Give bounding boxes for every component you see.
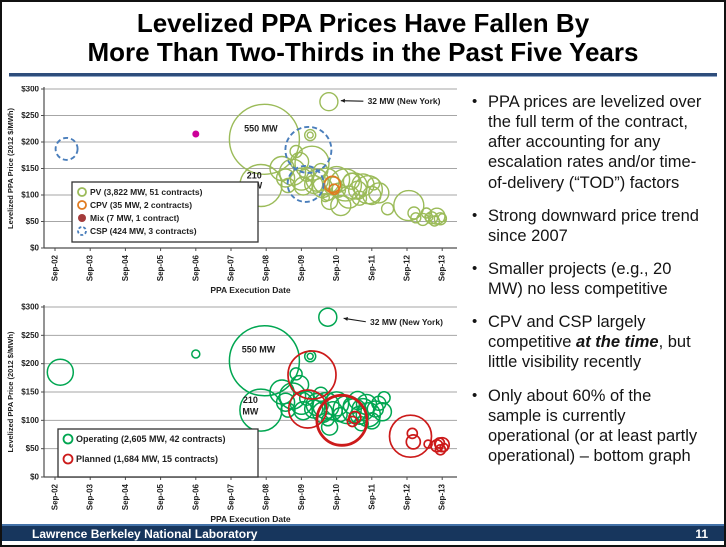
legend-label: Operating (2,605 MW, 42 contracts): [76, 434, 226, 444]
svg-text:Sep-03: Sep-03: [86, 254, 95, 281]
svg-text:$50: $50: [26, 444, 40, 453]
y-tick-labels: $0 $50 $100 $150 $200 $250 $300: [21, 303, 39, 482]
svg-text:Sep-06: Sep-06: [191, 483, 200, 510]
bullet-marker: •: [472, 93, 478, 110]
footer-page-number: 11: [695, 526, 708, 541]
footer-org: Lawrence Berkeley National Laboratory: [32, 526, 258, 541]
x-tick-labels: Sep-02 Sep-03 Sep-04 Sep-05 Sep-06 Sep-07 Sep-…: [51, 254, 447, 281]
svg-text:$0: $0: [30, 473, 39, 482]
series-Operating: [46, 307, 393, 436]
bullet-marker: •: [472, 206, 478, 224]
y-tick-labels: $0 $50 $100 $150 $200 $250 $300: [21, 86, 39, 253]
title-divider: [9, 72, 717, 77]
annotation-arrowhead: [340, 98, 345, 103]
bullet-item: • Only about 60% of the sample is current…: [472, 386, 714, 467]
bullet-text-emphasis: at the time: [576, 333, 659, 352]
svg-text:Sep-09: Sep-09: [297, 483, 306, 510]
svg-text:Sep-09: Sep-09: [297, 254, 306, 281]
svg-text:Sep-02: Sep-02: [51, 254, 60, 281]
svg-text:$150: $150: [21, 164, 39, 173]
svg-text:Sep-10: Sep-10: [332, 483, 341, 510]
series-Mix: [192, 130, 200, 138]
svg-text:210: 210: [247, 171, 262, 181]
legend-label: PV (3,822 MW, 51 contracts): [90, 187, 203, 197]
svg-text:$100: $100: [21, 191, 39, 200]
bullet-text-segment: , but little visibility recently: [488, 333, 691, 372]
svg-text:$0: $0: [30, 244, 39, 253]
bullet-text-segment: CPV and CSP largely competitive: [488, 313, 646, 352]
x-axis-title: PPA Execution Date: [210, 285, 291, 295]
bullet-marker: •: [472, 259, 478, 277]
svg-text:Sep-13: Sep-13: [438, 254, 447, 281]
svg-text:210: 210: [243, 395, 258, 405]
annotations: 550 MW 210 MW 32 MW (New York): [242, 317, 443, 417]
svg-text:$200: $200: [21, 359, 39, 368]
title-line-2: More Than Two-Thirds in the Past Five Ye…: [87, 37, 639, 68]
svg-text:$150: $150: [21, 388, 39, 397]
svg-text:$100: $100: [21, 416, 39, 425]
charts-column: $0 $50 $100 $150 $200 $250 $300 Sep-02 Sep-03 Sep…: [6, 82, 468, 524]
svg-text:550 MW: 550 MW: [242, 344, 276, 354]
bullet-text: PPA prices are levelized over the full t…: [488, 93, 702, 192]
y-axis-title: Levelized PPA Price (2012 $/MWh): [6, 331, 15, 452]
svg-text:Sep-08: Sep-08: [262, 254, 271, 281]
svg-text:$250: $250: [21, 111, 39, 120]
legend-label: CPV (35 MW, 2 contracts): [90, 200, 192, 210]
slide-body: $0 $50 $100 $150 $200 $250 $300 Sep-02 Sep-03 Sep…: [6, 82, 720, 524]
svg-text:Sep-10: Sep-10: [332, 254, 341, 281]
bullets-column: • PPA prices are levelized over the full …: [468, 82, 720, 523]
svg-text:Sep-12: Sep-12: [403, 254, 412, 281]
bullet-text: Strong downward price trend since 2007: [488, 206, 699, 245]
svg-text:$300: $300: [21, 86, 39, 94]
footer-bar: Lawrence Berkeley National Laboratory 11: [2, 524, 724, 541]
legend: Operating (2,605 MW, 42 contracts) Planne…: [57, 428, 259, 478]
svg-text:550 MW: 550 MW: [244, 123, 278, 133]
svg-text:32 MW (New York): 32 MW (New York): [368, 96, 441, 106]
svg-text:$300: $300: [21, 303, 39, 312]
svg-text:Sep-07: Sep-07: [227, 254, 236, 281]
bullet-text: Only about 60% of the sample is currentl…: [488, 386, 698, 465]
svg-text:$250: $250: [21, 331, 39, 340]
bullet-item: • Strong downward price trend since 2007: [472, 206, 714, 246]
svg-text:Sep-11: Sep-11: [367, 254, 376, 280]
annotation-arrowhead: [343, 317, 348, 321]
svg-text:Sep-03: Sep-03: [86, 483, 95, 510]
svg-text:Sep-11: Sep-11: [367, 483, 376, 509]
legend-label: Planned (1,684 MW, 15 contracts): [76, 454, 218, 464]
svg-text:Sep-04: Sep-04: [121, 254, 130, 281]
legend: PV (3,822 MW, 51 contracts) CPV (35 MW, 2…: [71, 181, 259, 243]
svg-text:Sep-08: Sep-08: [262, 483, 271, 510]
svg-text:Sep-05: Sep-05: [156, 254, 165, 281]
x-axis-title: PPA Execution Date: [210, 514, 291, 524]
svg-text:32 MW (New York): 32 MW (New York): [370, 317, 443, 327]
y-axis-title: Levelized PPA Price (2012 $/MWh): [6, 108, 15, 229]
bullet-text: CPV and CSP largely competitive at the t…: [488, 312, 706, 372]
svg-text:Sep-04: Sep-04: [121, 483, 130, 510]
svg-text:Sep-05: Sep-05: [156, 483, 165, 510]
legend-label: CSP (424 MW, 3 contracts): [90, 226, 197, 236]
x-tick-labels: Sep-02 Sep-03 Sep-04 Sep-05 Sep-06 Sep-07 Sep-…: [51, 483, 447, 510]
series-PV: [228, 91, 448, 227]
legend-label: Mix (7 MW, 1 contract): [90, 213, 179, 223]
title-line-1: Levelized PPA Prices Have Fallen By: [136, 8, 590, 38]
bullet-text: Smaller projects (e.g., 20 MW) no less c…: [488, 259, 672, 298]
series-Planned: [287, 350, 451, 459]
svg-text:MW: MW: [242, 407, 258, 417]
svg-text:$50: $50: [26, 217, 40, 226]
bullet-marker: •: [472, 386, 478, 404]
svg-text:Sep-02: Sep-02: [51, 483, 60, 510]
bullet-marker: •: [472, 313, 478, 331]
svg-text:Sep-07: Sep-07: [227, 483, 236, 510]
bullet-item: • CPV and CSP largely competitive at the …: [472, 312, 714, 372]
svg-text:Sep-13: Sep-13: [438, 483, 447, 510]
svg-text:Sep-06: Sep-06: [191, 254, 200, 281]
svg-text:Sep-12: Sep-12: [403, 483, 412, 510]
svg-text:$200: $200: [21, 138, 39, 147]
page-title: Levelized PPA Prices Have Fallen By More…: [2, 8, 724, 68]
bullet-item: • Smaller projects (e.g., 20 MW) no less …: [472, 259, 714, 299]
bullet-item: • PPA prices are levelized over the full …: [472, 92, 714, 193]
